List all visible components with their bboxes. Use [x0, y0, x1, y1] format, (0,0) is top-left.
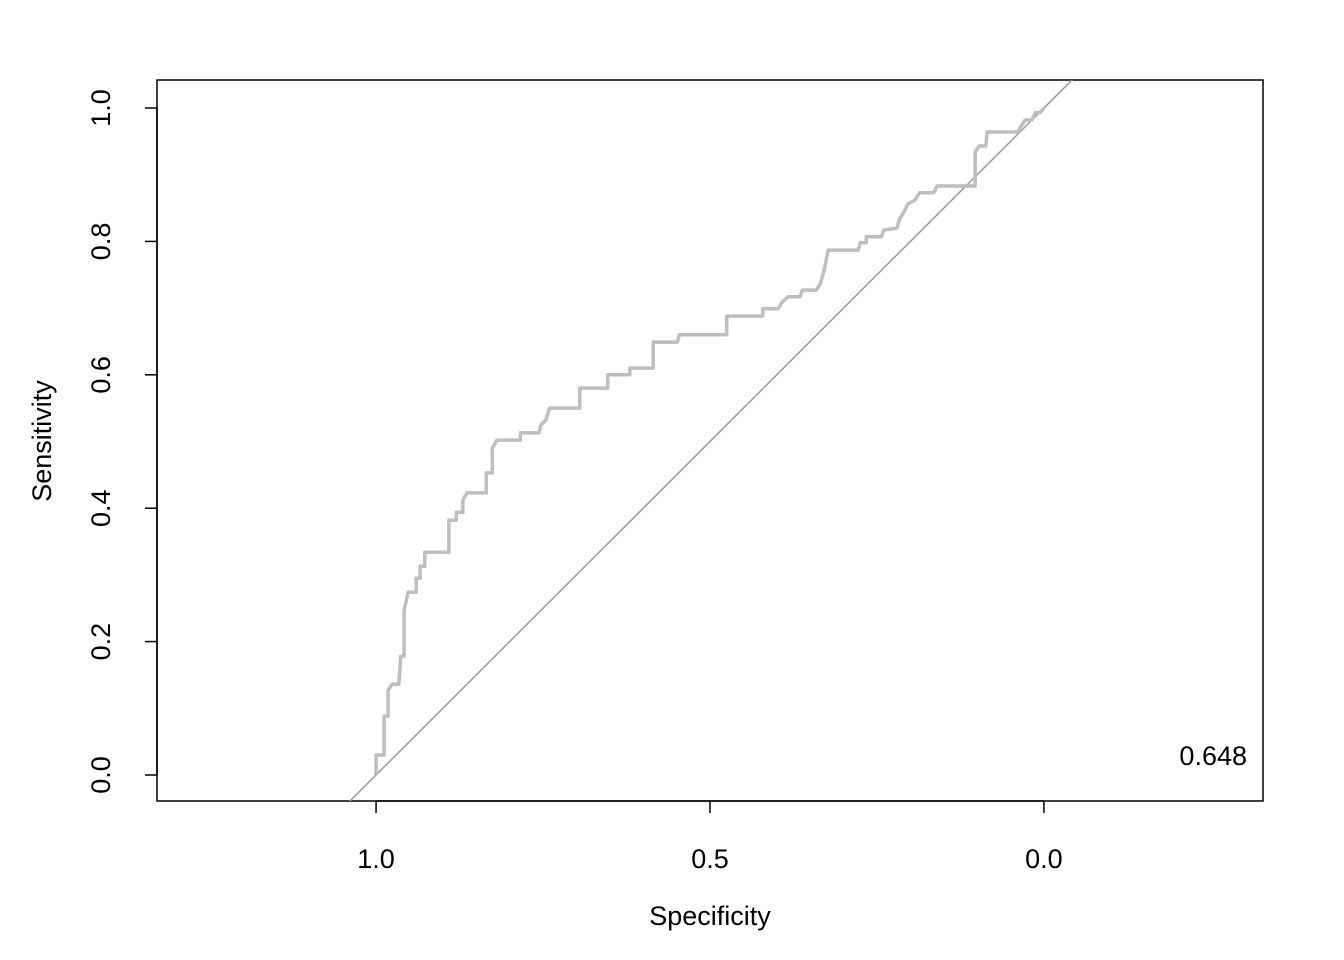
- roc-curve: [374, 106, 1046, 775]
- y-axis-title: Sensitivity: [27, 380, 57, 502]
- x-tick-label: 1.0: [357, 844, 395, 874]
- y-tick-label: 0.2: [86, 623, 116, 661]
- y-tick-label: 0.0: [86, 756, 116, 794]
- x-tick-label: 0.5: [691, 844, 729, 874]
- auc-annotation: 0.648: [1179, 741, 1247, 771]
- y-tick-label: 0.6: [86, 356, 116, 394]
- x-tick-label: 0.0: [1025, 844, 1063, 874]
- y-tick-label: 0.8: [86, 223, 116, 261]
- y-tick-label: 1.0: [86, 89, 116, 127]
- x-axis-title: Specificity: [649, 901, 771, 931]
- reference-line: [348, 80, 1074, 801]
- y-tick-label: 0.4: [86, 489, 116, 527]
